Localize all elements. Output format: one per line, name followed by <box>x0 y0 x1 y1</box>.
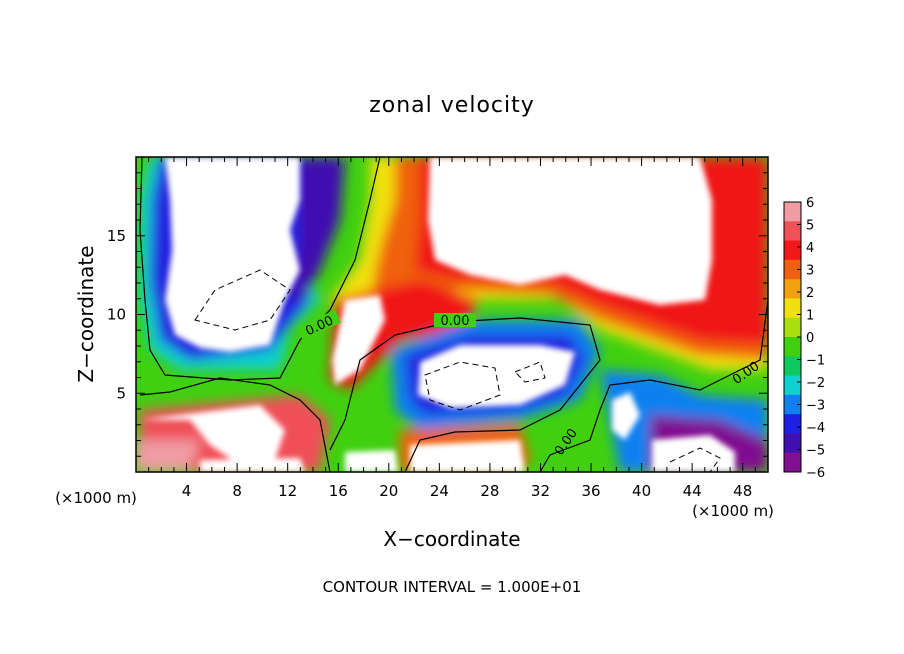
colorbar-tick-label: 1 <box>806 309 814 324</box>
x-tick-label: 16 <box>329 482 348 500</box>
colorbar-tick-label: −4 <box>806 421 825 436</box>
colorbar-swatch <box>784 452 801 473</box>
colorbar-tick-label: 0 <box>806 331 814 346</box>
colorbar-tick-label: 5 <box>806 219 814 234</box>
colorbar-swatch <box>784 259 801 280</box>
x-axis: 4 8 12 16 20 24 28 32 36 40 44 48 <box>148 157 756 500</box>
x-tick-label: 8 <box>232 482 242 500</box>
x-axis-label: X−coordinate <box>383 527 520 551</box>
x-tick-label: 40 <box>632 482 651 500</box>
x-tick-label: 48 <box>733 482 752 500</box>
x-tick-label: 24 <box>430 482 449 500</box>
colorbar-swatch <box>784 375 801 396</box>
y-axis-label: Z−coordinate <box>74 245 98 382</box>
colorbar-tick-label: −2 <box>806 376 825 391</box>
contour-interval-note: CONTOUR INTERVAL = 1.000E+01 <box>323 578 582 596</box>
colorbar-swatch <box>784 298 801 319</box>
x-tick-label: 28 <box>480 482 499 500</box>
y-tick-label: 5 <box>116 384 126 402</box>
colorbar-swatch <box>784 337 801 357</box>
contour-label: 0.00 <box>441 314 470 329</box>
y-tick-label: 10 <box>107 306 126 324</box>
colorbar-swatch <box>784 279 801 299</box>
dashed-contours <box>194 269 721 472</box>
colorbar-swatch <box>784 202 801 222</box>
x-unit-right: (×1000 m) <box>692 502 774 520</box>
contour-lines <box>139 157 768 472</box>
colorbar-tick-label: −6 <box>806 466 825 481</box>
x-tick-label: 12 <box>278 482 297 500</box>
colorbar-swatch <box>784 394 801 415</box>
colorbar-swatch <box>784 221 801 242</box>
x-unit-left: (×1000 m) <box>55 489 137 507</box>
colorbar-tick-label: 6 <box>806 196 814 211</box>
colorbar-swatch <box>784 240 801 261</box>
x-tick-label: 32 <box>531 482 550 500</box>
x-tick-label: 36 <box>581 482 600 500</box>
colorbar-swatch <box>784 433 801 454</box>
colorbar: 6 5 4 3 2 1 0 −1 −2 −3 −4 −5 −6 <box>783 196 825 481</box>
chart-title: zonal velocity <box>369 93 535 118</box>
colorbar-tick-label: 3 <box>806 264 814 279</box>
colorbar-tick-label: 2 <box>806 286 814 301</box>
x-tick-label: 4 <box>182 482 192 500</box>
colorbar-swatch <box>784 414 801 434</box>
velocity-field <box>136 157 768 472</box>
colorbar-tick-label: 4 <box>806 241 814 256</box>
colorbar-swatch <box>784 356 801 377</box>
y-tick-label: 15 <box>107 227 126 245</box>
colorbar-tick-label: −3 <box>806 399 825 414</box>
y-axis: 5 10 15 <box>107 172 768 457</box>
x-tick-label: 20 <box>379 482 398 500</box>
x-tick-label: 44 <box>683 482 702 500</box>
colorbar-tick-label: −1 <box>806 354 825 369</box>
colorbar-tick-label: −5 <box>806 444 825 459</box>
colorbar-swatch <box>784 317 801 338</box>
